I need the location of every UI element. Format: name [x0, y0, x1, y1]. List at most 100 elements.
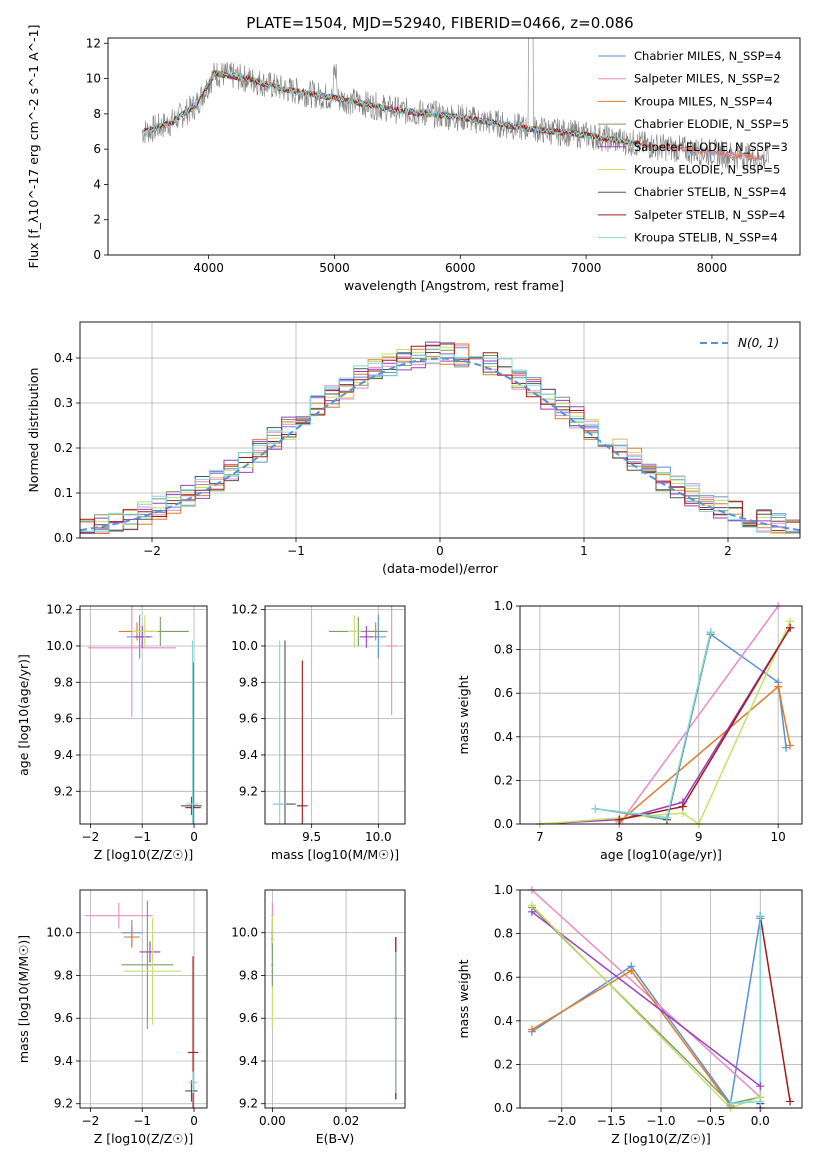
x-tick-label: −1	[133, 1114, 151, 1128]
plot-area	[87, 606, 202, 824]
x-tick-label: −2.0	[547, 1114, 576, 1128]
x-tick-label: −2	[82, 1114, 100, 1128]
weight-line-3	[595, 634, 712, 821]
y-tick-label: 9.8	[239, 968, 258, 982]
y-tick-label: 9.2	[54, 784, 73, 798]
y-tick-label: 0.4	[54, 351, 73, 365]
legend-label-4: Salpeter ELODIE, N_SSP=3	[634, 140, 788, 154]
y-tick-label: 9.6	[239, 1011, 258, 1025]
x-tick-label: 6000	[445, 261, 476, 275]
weight-marker-2-1	[774, 682, 783, 691]
y-tick-label: 0.6	[494, 970, 513, 984]
x-tick-label: 7	[536, 830, 544, 844]
legend-label-2: Kroupa MILES, N_SSP=4	[634, 94, 773, 108]
axes-frame	[79, 321, 801, 539]
legend-label-0: Chabrier MILES, N_SSP=4	[634, 49, 781, 63]
plot-area	[141, 38, 769, 172]
x-tick-label: 0.0	[751, 1114, 770, 1128]
y-tick-label: 10.0	[231, 639, 258, 653]
y-tick-label: 9.8	[239, 675, 258, 689]
x-axis-label: Z [log10(Z/Z☉)]	[94, 847, 194, 862]
y-tick-label: 9.8	[54, 968, 73, 982]
legend-label-8: Kroupa STELIB, N_SSP=4	[634, 231, 778, 245]
y-tick-label: 9.4	[239, 1054, 258, 1068]
y-tick-label: 9.6	[54, 1011, 73, 1025]
y-tick-label: 0.8	[494, 643, 513, 657]
x-axis-label: wavelength [Angstrom, rest frame]	[344, 278, 564, 293]
x-tick-label: 1	[580, 544, 588, 558]
y-tick-label: 0.1	[54, 486, 73, 500]
y-tick-label: 9.6	[54, 712, 73, 726]
mass-vs-extinction-panel: 0.00 0.02 9.2 9.4 9.6 9.8 10.0 E(B-V)	[231, 889, 406, 1146]
y-tick-label: 10.2	[231, 603, 258, 617]
y-tick-label: 0.0	[494, 817, 513, 831]
axes-frame	[519, 889, 803, 1109]
x-tick-label: −1.5	[597, 1114, 626, 1128]
x-tick-label: 8	[615, 830, 623, 844]
y-axis-label: age [log10(age/yr)]	[16, 654, 31, 776]
axes-frame	[79, 605, 208, 825]
y-axis-label: Normed distribution	[26, 368, 41, 493]
x-axis-label: (data-model)/error	[382, 561, 499, 576]
y-tick-label: 4	[93, 177, 101, 191]
weight-marker-8-0	[591, 804, 600, 813]
y-tick-label: 10.0	[46, 639, 73, 653]
weight-line-5	[531, 904, 761, 1108]
x-tick-label: 10	[771, 830, 786, 844]
x-axis-label: age [log10(age/yr)]	[600, 847, 722, 862]
y-tick-label: 0.4	[494, 1014, 513, 1028]
figure-title: PLATE=1504, MJD=52940, FIBERID=0466, z=0…	[246, 14, 633, 32]
weight-vs-age-panel: 7 8 9 10 0.0 0.2 0.4 0.6 0.8 1.0 age [log10(age/yr…	[456, 599, 803, 862]
axes-frame	[79, 889, 208, 1109]
y-tick-label: 0.2	[494, 1057, 513, 1071]
plot-area	[271, 902, 397, 1100]
y-tick-label: 8	[93, 107, 101, 121]
plot-area	[80, 341, 800, 534]
x-tick-label: −1	[133, 830, 151, 844]
y-tick-label: 9.4	[54, 748, 73, 762]
histogram-step-c7	[80, 343, 800, 532]
histogram-step-c8	[80, 354, 800, 534]
y-tick-label: 0.6	[494, 686, 513, 700]
normal-curve-line	[80, 357, 800, 532]
weight-marker-8-1	[756, 1097, 765, 1106]
axes-frame	[264, 889, 406, 1109]
y-tick-label: 1.0	[494, 599, 513, 613]
plot-area	[273, 606, 397, 824]
y-tick-label: 0.3	[54, 396, 73, 410]
y-tick-label: 6	[93, 142, 101, 156]
y-tick-label: 9.2	[54, 1097, 73, 1111]
y-tick-label: 1.0	[494, 883, 513, 897]
x-tick-label: 0.02	[333, 1114, 360, 1128]
axes-frame	[107, 37, 801, 256]
weight-line-7	[759, 916, 791, 1102]
weight-marker-4-1	[756, 1082, 765, 1091]
model-spectrum-line-6	[143, 69, 641, 147]
x-tick-label: 9	[695, 830, 703, 844]
weight-vs-metallicity-panel: −2.0 −1.5 −1.0 −0.5 0.0 0.0 0.2 0.4 0.6 0.8 1.0 Z […	[456, 883, 803, 1146]
x-tick-label: −1.0	[646, 1114, 675, 1128]
x-tick-label: −1	[287, 544, 305, 558]
mass-vs-metallicity-panel: −2 −1 0 9.2 9.4 9.6 9.8 10.0 Z [log10(Z/Z☉)] mass…	[16, 889, 208, 1146]
y-axis-label: mass [log10(M/M☉)]	[16, 935, 31, 1063]
legend-label-3: Chabrier ELODIE, N_SSP=5	[634, 117, 789, 131]
y-tick-label: 0	[93, 248, 101, 262]
weight-marker-8-0	[726, 1099, 735, 1108]
x-tick-label: 0.00	[259, 1114, 286, 1128]
legend-label-7: Salpeter STELIB, N_SSP=4	[634, 208, 785, 222]
y-tick-label: 0.2	[54, 441, 73, 455]
y-tick-label: 10.0	[46, 926, 73, 940]
weight-marker-7-1	[678, 802, 687, 811]
x-tick-label: −2	[143, 544, 161, 558]
legend-label-1: Salpeter MILES, N_SSP=2	[634, 72, 780, 86]
y-tick-label: 10.2	[46, 603, 73, 617]
x-tick-label: 5000	[319, 261, 350, 275]
x-tick-label: 0	[190, 1114, 198, 1128]
legend-label-normal: N(0, 1)	[738, 336, 779, 350]
y-axis-label: Flux [f_λ10^-17 erg cm^-2 s^-1 A^-1]	[26, 25, 41, 269]
y-tick-label: 0.0	[494, 1101, 513, 1115]
x-tick-label: −0.5	[696, 1114, 725, 1128]
weight-line-4	[539, 627, 791, 824]
weight-marker-2-0	[527, 1025, 536, 1034]
